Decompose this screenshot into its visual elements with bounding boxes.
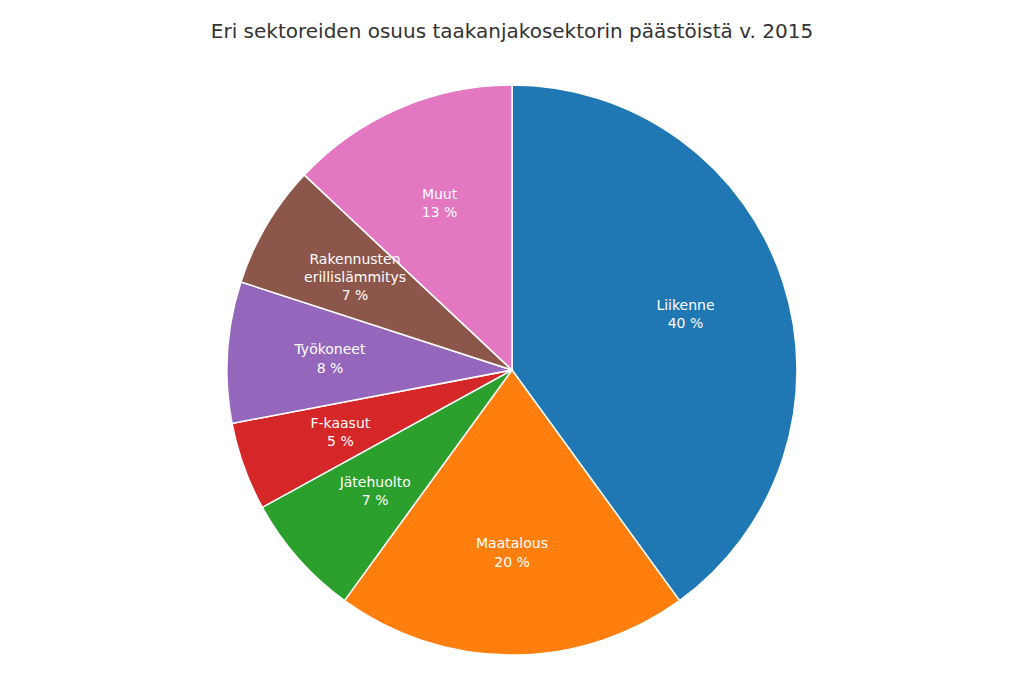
slice-label: Rakennustenerillislämmitys [304,251,406,285]
data-label: 7 % [362,492,389,508]
data-label: 40 % [668,315,704,331]
slice-label: Jätehuolto [339,474,411,490]
labels: Liikenne 40 % Maatalous 20 % Jätehuolto 7 % F-… [293,186,714,570]
chart: Eri sektoreiden osuus taakanjakosektorin… [0,0,1024,680]
data-label: 7 % [342,287,369,303]
data-label: 20 % [494,554,530,570]
slice-label: Maatalous [476,535,548,551]
pie [227,85,797,655]
slice-label: F-kaasut [310,415,370,431]
title: Eri sektoreiden osuus taakanjakosektorin… [211,19,813,43]
data-label: 8 % [317,360,344,376]
slice-label: Muut [422,186,458,202]
slice-label: Liikenne [656,297,714,313]
slice-label: Työkoneet [293,341,365,357]
data-label: 13 % [422,204,458,220]
slice [304,85,512,370]
data-label: 5 % [327,433,354,449]
